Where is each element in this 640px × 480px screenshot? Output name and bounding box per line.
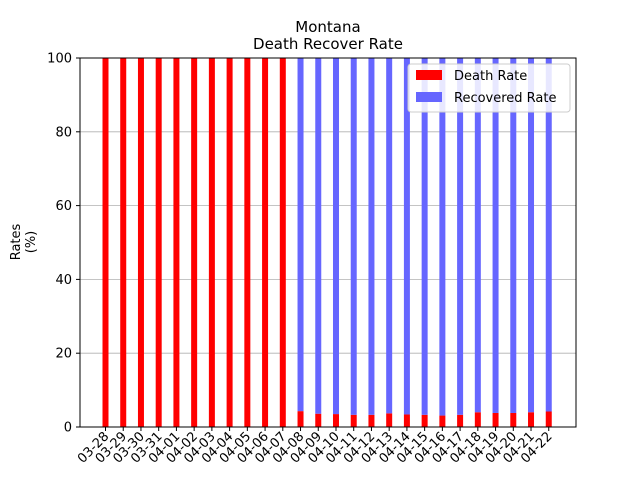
bar-recovered-rate-04-08 [297,58,304,412]
legend-swatch-death-rate [416,70,442,80]
grid-lines [80,57,576,428]
bar-death-rate-04-12 [368,414,375,427]
bar-death-rate-04-03 [208,58,215,427]
bars-group [102,58,552,427]
bar-death-rate-04-16 [439,415,446,427]
bar-death-rate-04-04 [226,58,233,427]
legend-swatch-recovered-rate [416,92,442,102]
y-tick-label-0: 0 [64,421,72,436]
legend-label-recovered-rate: Recovered Rate [454,91,557,106]
bar-death-rate-04-05 [244,58,251,427]
bar-death-rate-04-20 [510,412,517,427]
bar-recovered-rate-04-11 [350,58,357,415]
bar-death-rate-04-17 [457,414,464,427]
bar-recovered-rate-04-09 [315,58,322,414]
bar-death-rate-03-29 [120,58,127,427]
bar-death-rate-04-22 [545,411,552,427]
y-tick-label-60: 60 [55,199,72,214]
bar-death-rate-03-31 [155,58,162,427]
bar-death-rate-04-09 [315,413,322,427]
bar-death-rate-04-07 [279,58,286,427]
bar-recovered-rate-04-13 [386,58,393,414]
bar-recovered-rate-04-21 [528,58,535,413]
bar-recovered-rate-04-16 [439,58,446,416]
bar-death-rate-04-13 [386,413,393,427]
bar-recovered-rate-04-15 [421,58,428,415]
bar-death-rate-04-02 [191,58,198,427]
y-tick-label-40: 40 [55,273,72,288]
bar-recovered-rate-04-19 [492,58,499,413]
bar-recovered-rate-04-14 [403,58,410,415]
bar-recovered-rate-04-17 [457,58,464,415]
chart-title-line1: Montana [295,18,360,36]
bar-death-rate-04-15 [421,414,428,427]
bar-death-rate-04-08 [297,411,304,427]
bar-death-rate-04-11 [350,414,357,427]
bar-death-rate-04-14 [403,414,410,427]
y-tick-label-100: 100 [47,52,72,67]
legend-box [407,63,571,113]
svg-text:(%): (%) [24,231,39,254]
bar-recovered-rate-04-18 [474,58,481,413]
bar-death-rate-04-21 [528,412,535,427]
legend-label-death-rate: Death Rate [454,69,527,84]
legend: Death Rate Recovered Rate [407,63,571,113]
plot-frame [79,57,577,428]
bar-death-rate-04-10 [332,414,339,427]
bar-death-rate-03-30 [137,58,144,427]
bar-death-rate-04-19 [492,412,499,427]
bar-recovered-rate-04-12 [368,58,375,415]
bar-death-rate-04-06 [262,58,269,427]
bar-recovered-rate-04-10 [332,58,339,415]
x-axis: 03-2803-2903-3003-3104-0104-0204-0304-04… [75,427,556,467]
bar-recovered-rate-04-22 [545,58,552,412]
bar-recovered-rate-04-20 [510,58,517,413]
svg-text:Rates: Rates [9,223,24,260]
y-axis: 0 20 40 60 80 100 [47,52,80,436]
bar-death-rate-04-01 [173,58,180,427]
y-tick-label-20: 20 [55,347,72,362]
chart-title-line2: Death Recover Rate [253,35,403,53]
bar-death-rate-03-28 [102,58,109,427]
bar-death-rate-04-18 [474,412,481,427]
y-tick-label-80: 80 [55,125,72,140]
y-axis-label: Rates (%) [9,223,39,260]
